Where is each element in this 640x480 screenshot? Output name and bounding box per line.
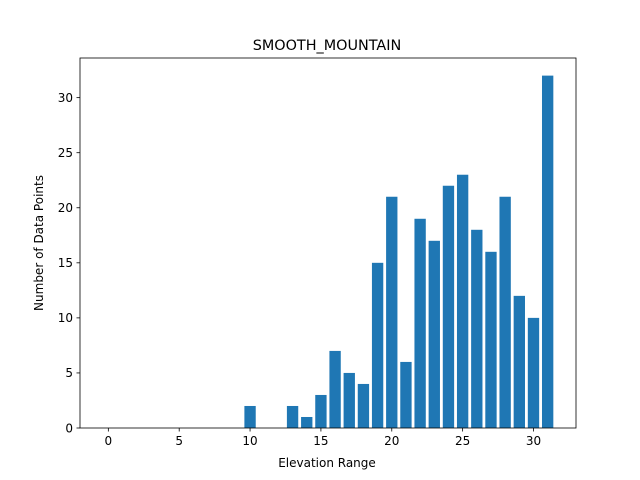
y-axis-label: Number of Data Points (32, 175, 46, 311)
bar-16 (329, 350, 341, 428)
y-tick-label: 30 (58, 91, 73, 105)
x-tick-label: 30 (526, 434, 541, 448)
y-tick-label: 10 (58, 311, 73, 325)
bar-20 (386, 196, 398, 428)
bar-19 (371, 262, 384, 428)
bar-28 (499, 196, 511, 428)
bar-27 (485, 251, 497, 428)
chart-title: SMOOTH_MOUNTAIN (253, 38, 402, 54)
x-tick-label: 10 (242, 434, 257, 448)
bar-10 (244, 405, 256, 428)
y-tick-label: 0 (65, 421, 73, 435)
x-tick-label: 5 (175, 434, 183, 448)
x-axis-ticks: 0 5 10 15 20 25 30 (105, 428, 541, 448)
bar-30 (527, 317, 540, 428)
x-tick-label: 0 (105, 434, 113, 448)
y-axis-ticks: 0 5 10 15 20 25 30 (58, 91, 80, 435)
y-tick-label: 20 (58, 201, 73, 215)
bar-26 (471, 229, 483, 428)
bar-17 (343, 372, 355, 428)
bar-15 (315, 394, 327, 428)
bar-13 (286, 405, 299, 428)
x-tick-label: 25 (455, 434, 470, 448)
y-tick-label: 5 (65, 366, 73, 380)
y-tick-label: 25 (58, 146, 73, 160)
bar-18 (357, 383, 370, 428)
x-axis-label: Elevation Range (278, 456, 376, 470)
bar-29 (513, 295, 525, 428)
bar-24 (442, 185, 455, 428)
x-tick-label: 20 (384, 434, 399, 448)
bar-14 (301, 416, 313, 428)
bar-25 (456, 174, 469, 428)
x-tick-label: 15 (313, 434, 328, 448)
bar-31 (541, 75, 554, 429)
bars-group (244, 75, 554, 429)
bar-23 (428, 240, 440, 428)
bar-21 (400, 361, 412, 428)
plot-frame (79, 57, 577, 429)
bar-22 (414, 218, 426, 428)
y-tick-label: 15 (58, 256, 73, 270)
